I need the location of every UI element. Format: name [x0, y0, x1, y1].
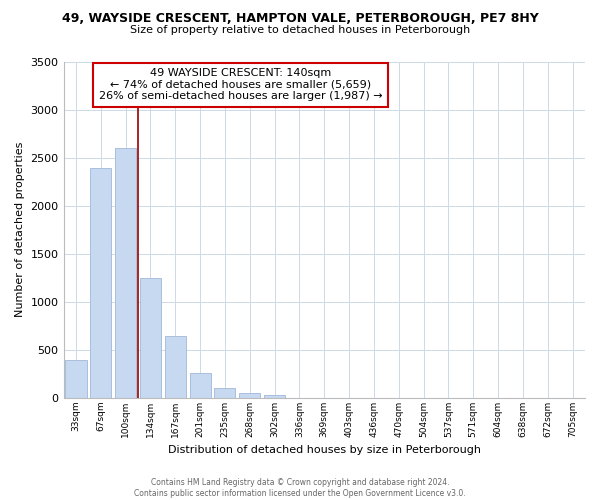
- Text: 49, WAYSIDE CRESCENT, HAMPTON VALE, PETERBOROUGH, PE7 8HY: 49, WAYSIDE CRESCENT, HAMPTON VALE, PETE…: [62, 12, 538, 26]
- Text: 49 WAYSIDE CRESCENT: 140sqm
← 74% of detached houses are smaller (5,659)
26% of : 49 WAYSIDE CRESCENT: 140sqm ← 74% of det…: [99, 68, 383, 102]
- Bar: [165, 336, 186, 398]
- Y-axis label: Number of detached properties: Number of detached properties: [15, 142, 25, 317]
- Bar: [115, 148, 136, 398]
- Bar: [264, 394, 285, 398]
- Bar: [90, 168, 112, 398]
- Bar: [65, 360, 86, 398]
- X-axis label: Distribution of detached houses by size in Peterborough: Distribution of detached houses by size …: [168, 445, 481, 455]
- Text: Contains HM Land Registry data © Crown copyright and database right 2024.
Contai: Contains HM Land Registry data © Crown c…: [134, 478, 466, 498]
- Bar: [214, 388, 235, 398]
- Text: Size of property relative to detached houses in Peterborough: Size of property relative to detached ho…: [130, 25, 470, 35]
- Bar: [239, 392, 260, 398]
- Bar: [140, 278, 161, 398]
- Bar: [190, 372, 211, 398]
